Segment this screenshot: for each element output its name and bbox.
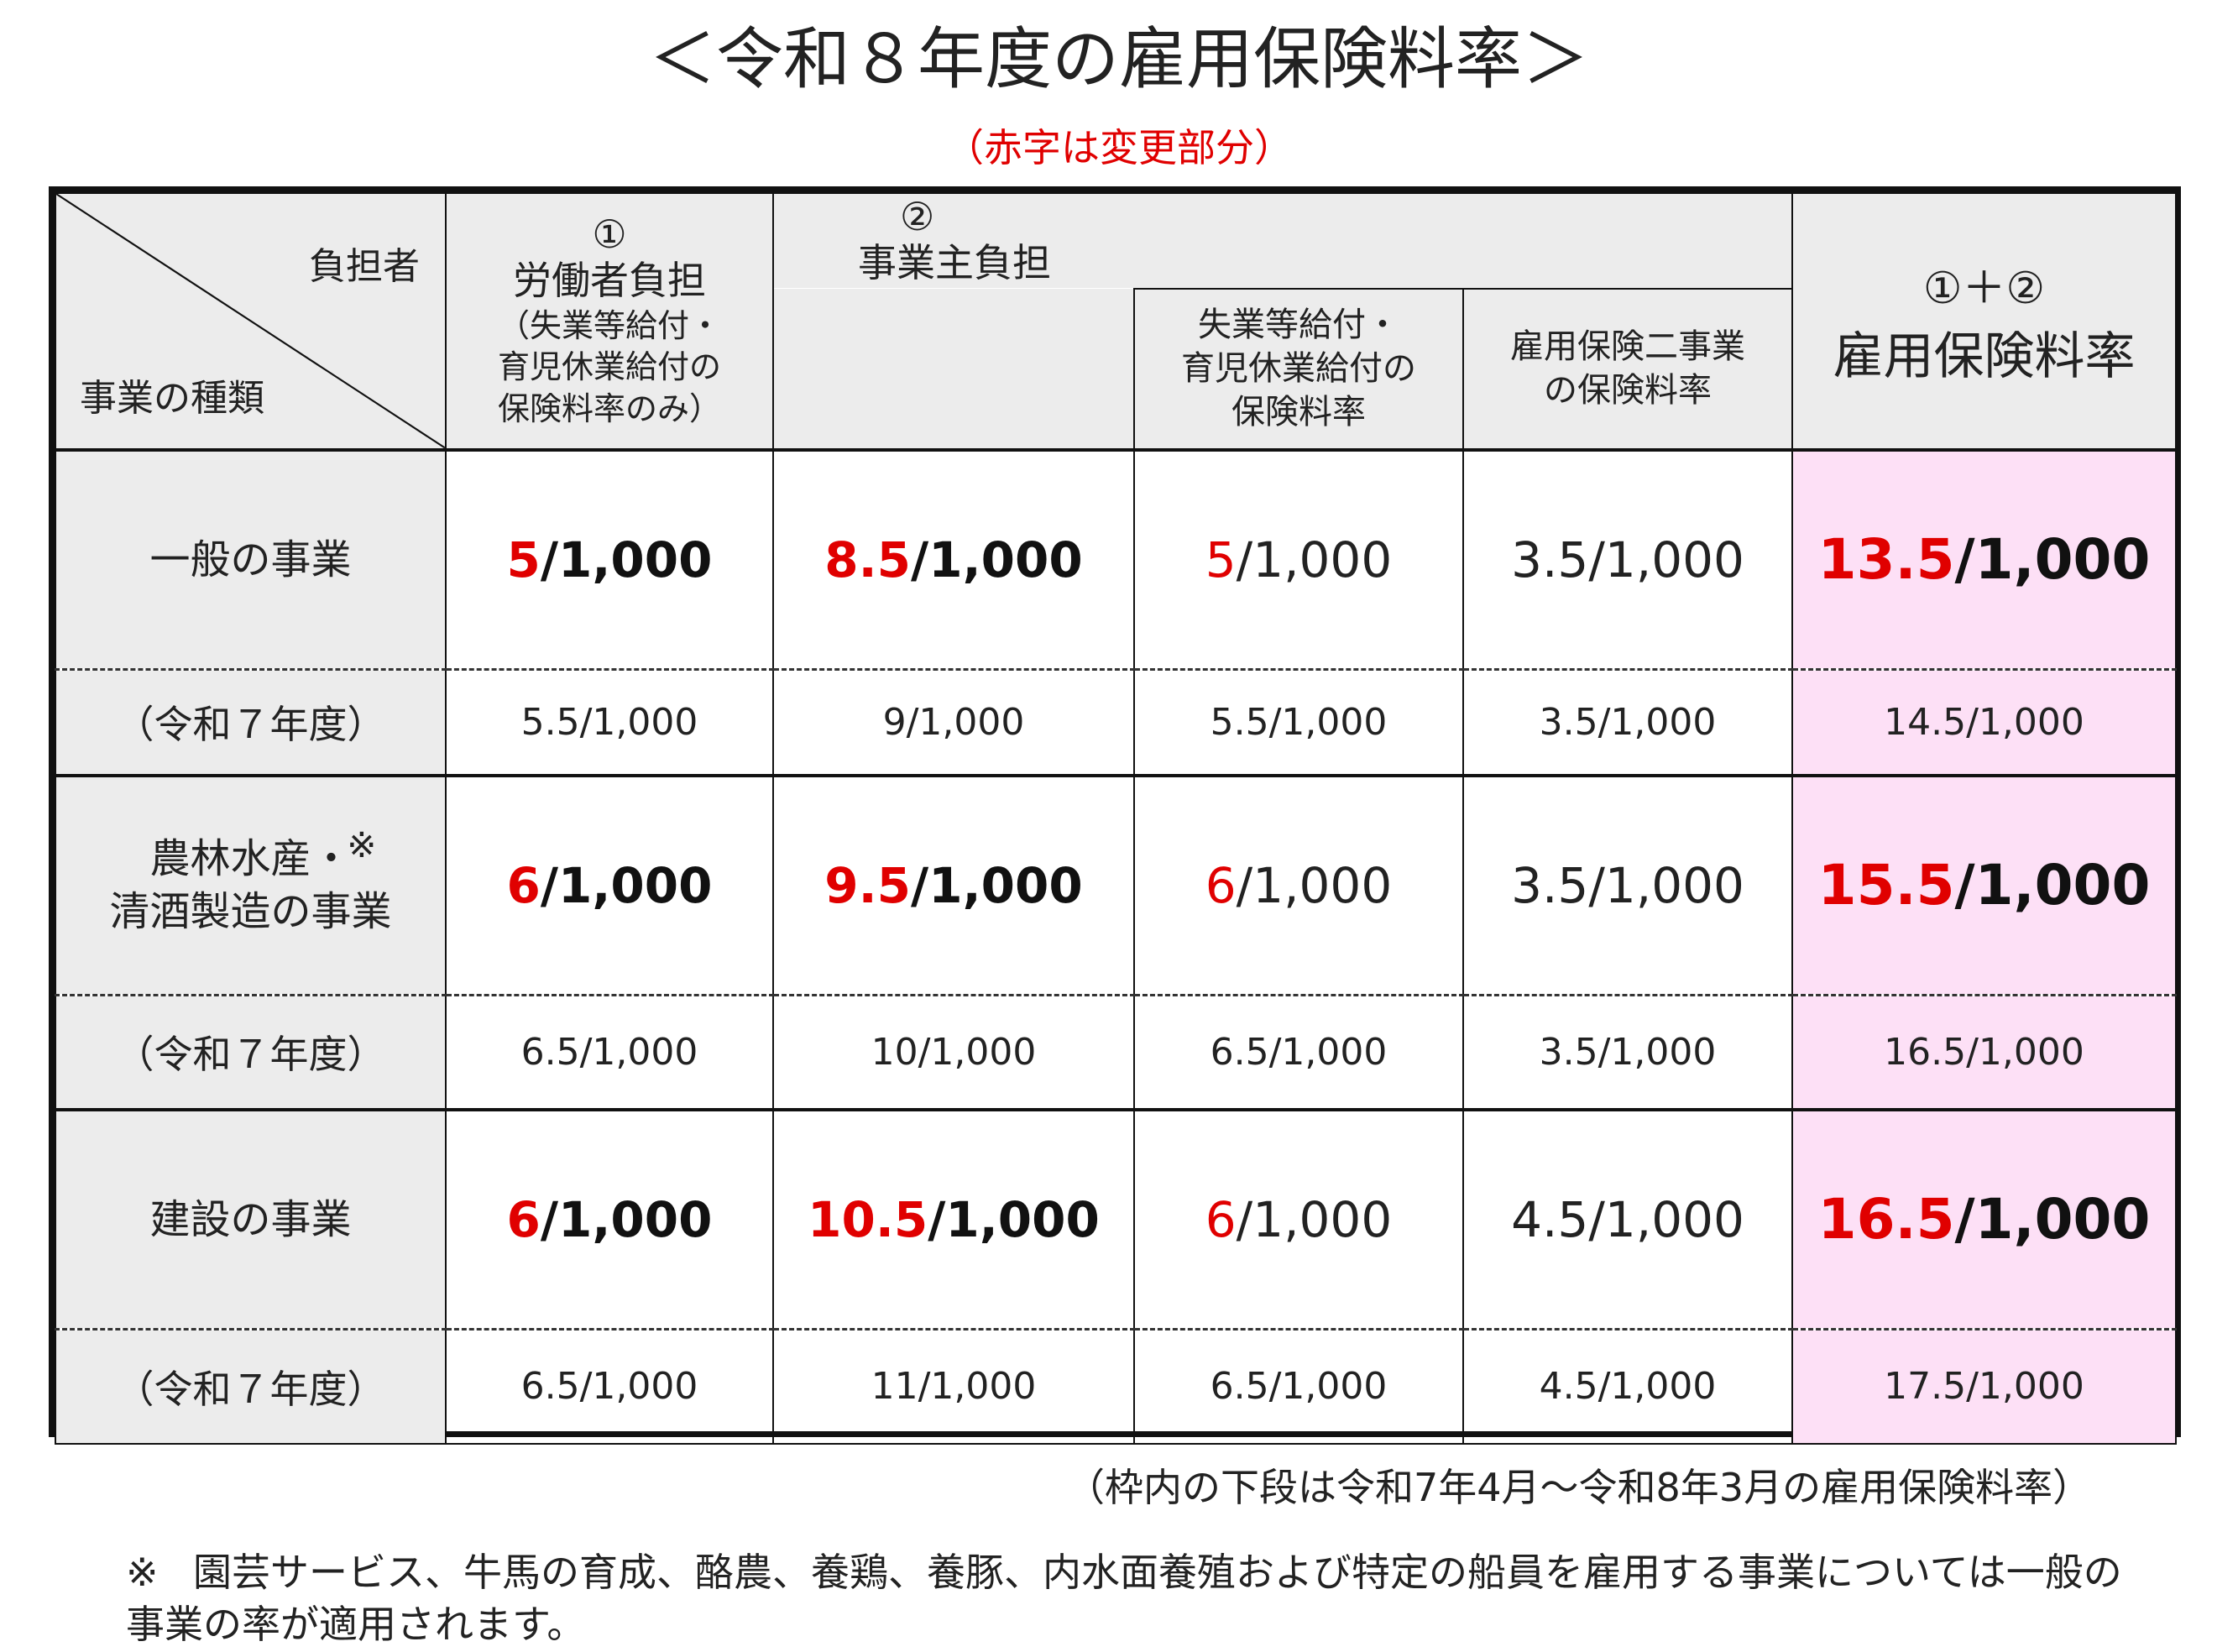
header-worker-num: ①: [592, 212, 627, 258]
prev-worker-rate: 5.5/1,000: [445, 668, 774, 776]
unemployment-rate: 6/1,000: [1133, 773, 1464, 996]
footnote-mark: ※: [126, 1550, 159, 1595]
two-projects-rate: 3.5/1,000: [1461, 447, 1794, 671]
header-diagonal-cell: 負担者 事業の種類: [55, 192, 447, 451]
total-rate: 16.5/1,000: [1791, 1107, 2178, 1330]
table-row: 農林水産・ ※ 清酒製造の事業 6/1,000 9.5/1,000 6/1,00…: [55, 773, 2178, 996]
footnote-text: 園芸サービス、牛馬の育成、酪農、養鶏、養豚、内水面養殖および特定の船員を雇用する…: [126, 1550, 2122, 1648]
header-worker-sub1: （失業等給付・: [497, 306, 721, 344]
footnote: ※ 園芸サービス、牛馬の育成、酪農、養鶏、養豚、内水面養殖および特定の船員を雇用す…: [126, 1546, 2157, 1650]
unemployment-rate: 5/1,000: [1133, 447, 1464, 671]
category-agri-line2: 清酒製造の事業: [109, 887, 392, 935]
header-worker-sub3: 保険料率のみ）: [497, 389, 721, 427]
category-agri-line1: 農林水産・: [149, 835, 352, 883]
page-subtitle: （赤字は変更部分）: [945, 125, 1293, 170]
header-unemp-l3: 保険料率: [1231, 393, 1366, 431]
unemployment-rate: 6/1,000: [1133, 1107, 1464, 1330]
table-row: 建設の事業 6/1,000 10.5/1,000 6/1,000 4.5/1,0…: [55, 1107, 2178, 1330]
diagonal-line: [57, 194, 444, 448]
employer-rate: 8.5/1,000: [772, 447, 1135, 671]
category-note-mark: ※: [347, 824, 377, 866]
prev-unemployment-rate: 6.5/1,000: [1133, 1328, 1464, 1445]
prev-total-rate: 14.5/1,000: [1791, 668, 2178, 776]
header-unemp-l1: 失業等給付・: [1198, 306, 1399, 344]
two-projects-rate: 3.5/1,000: [1461, 773, 1794, 996]
header-twoproj-l2: の保険料率: [1544, 371, 1712, 410]
page-title: ＜令和８年度の雇用保険料率＞: [649, 20, 1589, 98]
header-worker-label: 労働者負担: [513, 258, 706, 304]
prev-total-rate: 16.5/1,000: [1791, 994, 2178, 1111]
header-worker-sub2: 育児休業給付の: [497, 348, 721, 386]
total-rate: 13.5/1,000: [1791, 447, 2178, 671]
header-two-projects-rate: 雇用保険二事業 の保険料率: [1461, 287, 1794, 451]
table-row: 一般の事業 5/1,000 8.5/1,000 5/1,000 3.5/1,00…: [55, 447, 2178, 671]
header-unemp-l2: 育児休業給付の: [1181, 349, 1416, 388]
prev-worker-rate: 6.5/1,000: [445, 1328, 774, 1445]
header-employer-num: ②: [900, 194, 935, 239]
table-row-previous: （令和７年度） 5.5/1,000 9/1,000 5.5/1,000 3.5/…: [55, 668, 2178, 776]
category-construction: 建設の事業: [55, 1107, 447, 1330]
header-employer: ② 事業主負担: [771, 192, 1794, 289]
prev-two-projects-rate: 4.5/1,000: [1461, 1328, 1794, 1445]
employer-rate: 10.5/1,000: [772, 1107, 1135, 1330]
prev-worker-rate: 6.5/1,000: [445, 994, 774, 1111]
category-general: 一般の事業: [55, 447, 447, 671]
prev-employer-rate: 9/1,000: [772, 668, 1135, 776]
header-total-num: ①＋②: [1922, 264, 2046, 315]
previous-year-label: （令和７年度）: [55, 668, 447, 776]
prev-two-projects-rate: 3.5/1,000: [1461, 994, 1794, 1111]
previous-year-label: （令和７年度）: [55, 994, 447, 1111]
previous-year-label: （令和７年度）: [55, 1328, 447, 1445]
prev-unemployment-rate: 6.5/1,000: [1133, 994, 1464, 1111]
prev-total-rate: 17.5/1,000: [1791, 1328, 2178, 1445]
worker-rate: 6/1,000: [445, 773, 774, 996]
table-row-previous: （令和７年度） 6.5/1,000 10/1,000 6.5/1,000 3.5…: [55, 994, 2178, 1111]
header-unemployment-rate: 失業等給付・ 育児休業給付の 保険料率: [1133, 287, 1464, 451]
rate-table: 負担者 事業の種類 ① 労働者負担 （失業等給付・ 育児休業給付の 保険料率のみ…: [49, 186, 2181, 1445]
two-projects-rate: 4.5/1,000: [1461, 1107, 1794, 1330]
category-agri-sake: 農林水産・ ※ 清酒製造の事業: [55, 773, 447, 996]
table-row-previous: （令和７年度） 6.5/1,000 11/1,000 6.5/1,000 4.5…: [55, 1328, 2178, 1445]
header-business-type-label: 事業の種類: [80, 376, 264, 420]
worker-rate: 6/1,000: [445, 1107, 774, 1330]
header-employer-blank: [772, 288, 1135, 451]
header-worker: ① 労働者負担 （失業等給付・ 育児休業給付の 保険料率のみ）: [445, 192, 774, 451]
prev-unemployment-rate: 5.5/1,000: [1133, 668, 1464, 776]
header-employer-label: 事業主負担: [858, 240, 1051, 285]
header-payer-label: 負担者: [309, 245, 420, 288]
prev-employer-rate: 10/1,000: [772, 994, 1135, 1111]
total-rate: 15.5/1,000: [1791, 773, 2178, 996]
header-total-label: 雇用保険料率: [1833, 327, 2136, 387]
worker-rate: 5/1,000: [445, 447, 774, 671]
prev-two-projects-rate: 3.5/1,000: [1461, 668, 1794, 776]
prev-employer-rate: 11/1,000: [772, 1328, 1135, 1445]
header-twoproj-l1: 雇用保険二事業: [1510, 327, 1746, 366]
header-total: ①＋② 雇用保険料率: [1791, 192, 2178, 451]
lower-row-note: （枠内の下段は令和7年4月～令和8年3月の雇用保険料率）: [1066, 1465, 2092, 1510]
employer-rate: 9.5/1,000: [772, 773, 1135, 996]
